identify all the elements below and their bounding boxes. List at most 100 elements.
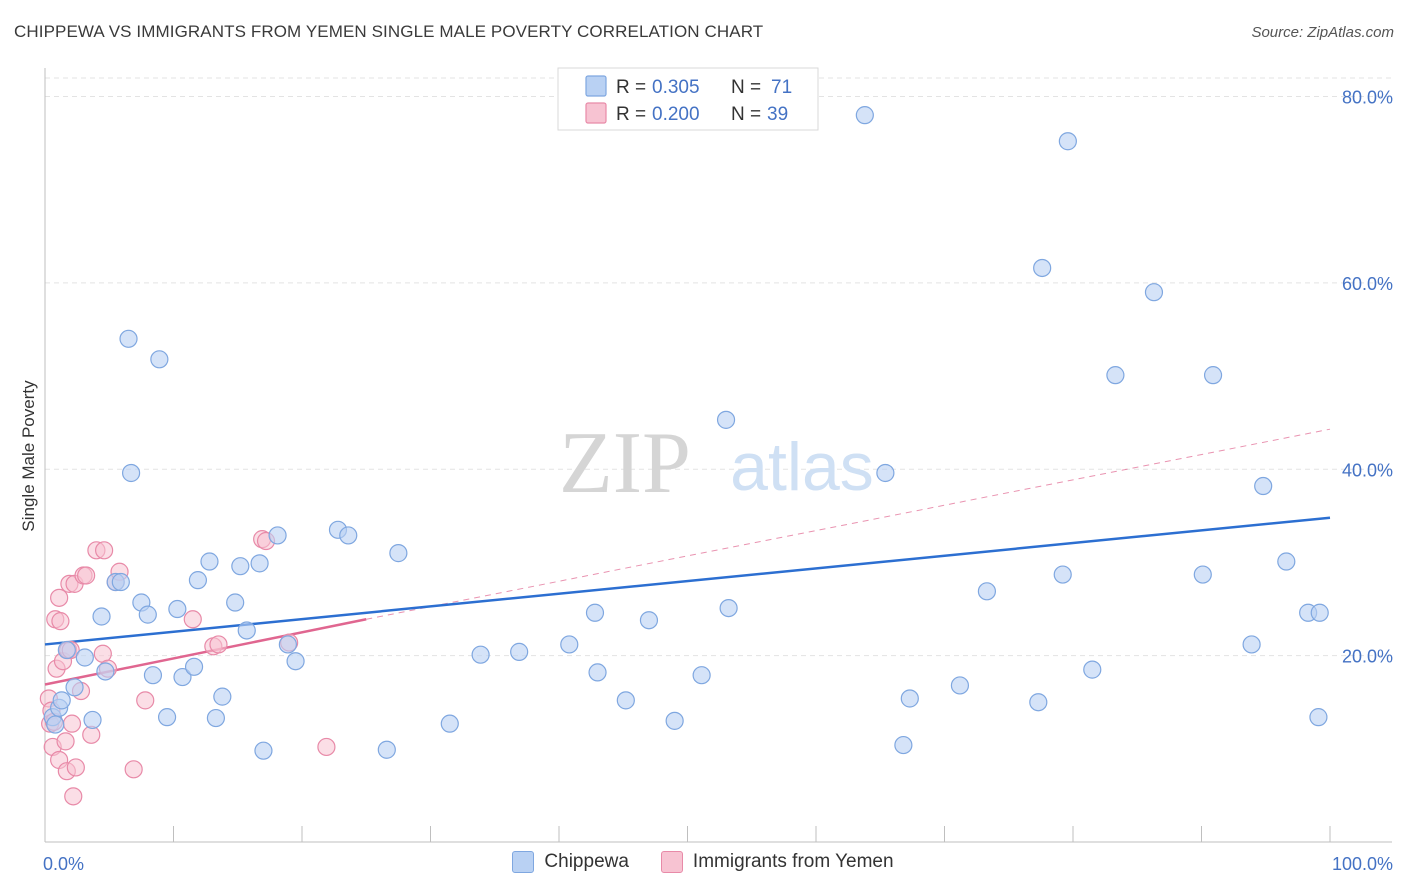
data-point-chippewa bbox=[1058, 132, 1077, 151]
data-point-chippewa bbox=[377, 740, 396, 759]
legend-label-chippewa: Chippewa bbox=[544, 851, 629, 872]
data-point-yemen bbox=[51, 612, 70, 631]
chart-title: CHIPPEWA VS IMMIGRANTS FROM YEMEN SINGLE… bbox=[14, 22, 764, 41]
data-point-chippewa bbox=[157, 708, 177, 727]
legend-r-value-2: 0.200 bbox=[652, 104, 700, 125]
y-tick-label: 60.0% bbox=[1342, 274, 1393, 294]
data-point-chippewa bbox=[83, 710, 102, 730]
data-point-chippewa bbox=[46, 715, 65, 734]
data-point-chippewa bbox=[440, 714, 459, 733]
data-point-yemen bbox=[56, 732, 75, 751]
trend-line-chippewa bbox=[44, 516, 1331, 646]
legend-r-value-1: 0.305 bbox=[652, 77, 700, 98]
source-credit: Source: ZipAtlas.com bbox=[1251, 24, 1394, 41]
trend-lines-chippewa bbox=[44, 516, 1331, 646]
data-point-chippewa bbox=[286, 652, 305, 671]
data-point-yemen bbox=[95, 541, 114, 560]
data-point-chippewa bbox=[278, 635, 297, 654]
data-point-chippewa bbox=[96, 662, 115, 681]
data-point-chippewa bbox=[173, 667, 192, 687]
data-point-chippewa bbox=[1106, 366, 1125, 385]
data-point-chippewa bbox=[692, 666, 711, 685]
data-point-chippewa bbox=[184, 657, 204, 676]
data-point-chippewa bbox=[719, 598, 738, 618]
legend-r-label-1: R = bbox=[616, 77, 646, 98]
bottom-legend: Chippewa Immigrants from Yemen bbox=[0, 851, 1406, 873]
watermark-zip: ZIP bbox=[559, 415, 691, 512]
legend-n-label-1: N = bbox=[731, 77, 761, 98]
data-point-chippewa bbox=[855, 106, 874, 125]
data-point-yemen bbox=[77, 566, 96, 585]
data-point-chippewa bbox=[138, 605, 157, 624]
data-point-chippewa bbox=[119, 329, 138, 348]
legend-n-value-1: 71 bbox=[771, 77, 792, 98]
x-tick-label: 0.0% bbox=[43, 854, 84, 874]
data-point-chippewa bbox=[188, 571, 208, 590]
legend-n-value-2: 39 bbox=[767, 104, 788, 125]
data-point-chippewa bbox=[250, 554, 269, 573]
y-tick-label: 80.0% bbox=[1342, 88, 1393, 108]
swatch-yemen bbox=[660, 851, 683, 873]
data-point-chippewa bbox=[75, 648, 94, 667]
data-point-chippewa bbox=[1203, 366, 1223, 385]
data-point-chippewa bbox=[143, 666, 163, 685]
points-chippewa bbox=[43, 106, 1329, 760]
tick-labels: 20.0% 40.0% 60.0% 80.0% 0.0% 100.0% bbox=[43, 88, 1393, 875]
data-point-chippewa bbox=[560, 635, 579, 654]
legend-r-label-2: R = bbox=[616, 104, 646, 125]
legend-swatch-yemen bbox=[585, 102, 607, 124]
data-point-yemen bbox=[62, 714, 82, 733]
data-point-chippewa bbox=[639, 611, 659, 630]
data-point-chippewa bbox=[200, 552, 219, 571]
data-point-chippewa bbox=[585, 603, 605, 622]
data-point-chippewa bbox=[254, 741, 273, 760]
data-point-chippewa bbox=[1029, 693, 1048, 712]
y-axis-label: Single Male Poverty bbox=[19, 380, 38, 532]
data-point-chippewa bbox=[57, 640, 76, 660]
data-point-chippewa bbox=[1277, 552, 1296, 571]
data-point-chippewa bbox=[1053, 565, 1072, 584]
data-point-chippewa bbox=[588, 663, 607, 682]
data-point-chippewa bbox=[65, 678, 84, 697]
data-point-chippewa bbox=[616, 691, 635, 710]
data-point-yemen bbox=[317, 737, 336, 757]
trend-line-yemen-extended bbox=[366, 428, 1331, 620]
data-point-chippewa bbox=[1242, 635, 1261, 654]
y-tick-label: 20.0% bbox=[1342, 647, 1393, 667]
data-point-chippewa bbox=[226, 593, 245, 612]
data-point-chippewa bbox=[510, 642, 529, 661]
legend-box: R = 0.305 N = 71 R = 0.200 N = 39 bbox=[557, 67, 819, 131]
data-point-chippewa bbox=[876, 463, 895, 483]
swatch-chippewa bbox=[512, 851, 535, 873]
data-point-chippewa bbox=[231, 557, 250, 576]
data-point-chippewa bbox=[1310, 603, 1329, 622]
data-point-chippewa bbox=[389, 544, 408, 563]
data-point-chippewa bbox=[237, 621, 256, 640]
legend-label-yemen: Immigrants from Yemen bbox=[692, 851, 894, 872]
data-point-chippewa bbox=[1033, 258, 1052, 278]
watermark: ZIP atlas bbox=[559, 415, 874, 512]
data-point-chippewa bbox=[950, 676, 970, 695]
data-point-chippewa bbox=[206, 708, 226, 728]
data-point-yemen bbox=[50, 588, 69, 607]
data-point-chippewa bbox=[471, 645, 490, 664]
data-point-chippewa bbox=[213, 687, 232, 706]
data-point-chippewa bbox=[339, 526, 358, 545]
data-point-chippewa bbox=[894, 735, 913, 755]
legend-item-yemen: Immigrants from Yemen bbox=[660, 851, 894, 873]
data-point-chippewa bbox=[92, 607, 111, 626]
data-point-chippewa bbox=[1144, 283, 1164, 302]
data-point-chippewa bbox=[168, 599, 187, 619]
data-point-chippewa bbox=[150, 350, 169, 369]
y-tick-label: 40.0% bbox=[1342, 460, 1393, 480]
legend-item-chippewa: Chippewa bbox=[512, 851, 629, 873]
data-point-chippewa bbox=[1309, 708, 1328, 727]
data-point-yemen bbox=[64, 787, 83, 806]
axes bbox=[44, 68, 1392, 843]
data-point-chippewa bbox=[1254, 476, 1273, 496]
legend-swatch-chippewa bbox=[585, 75, 607, 97]
data-point-chippewa bbox=[900, 689, 919, 708]
data-point-yemen bbox=[124, 760, 143, 779]
data-point-yemen bbox=[183, 610, 202, 629]
